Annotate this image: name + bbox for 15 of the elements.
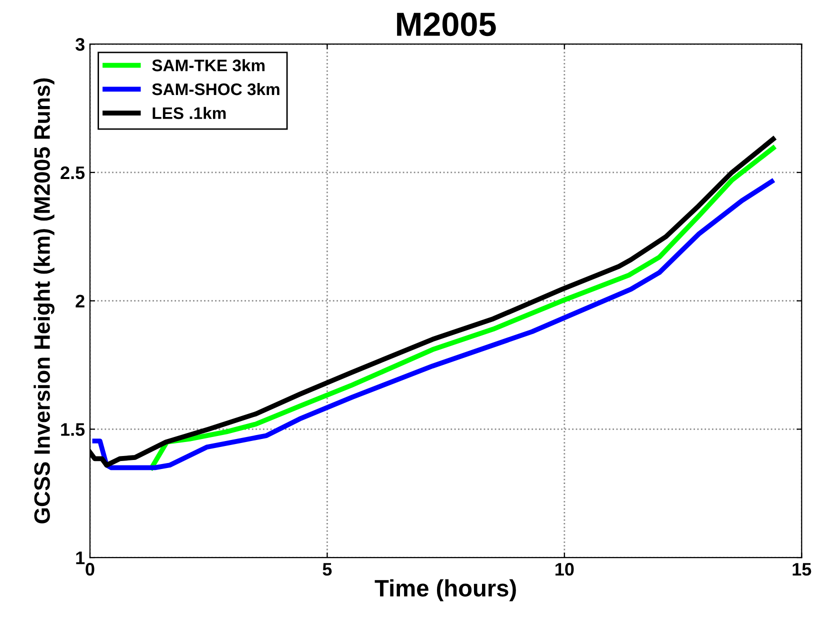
y-tick-label: 1.5 <box>61 423 85 436</box>
x-tick-label: 10 <box>556 562 574 576</box>
chart-title: M2005 <box>397 12 496 36</box>
x-axis-title: Time (hours) <box>374 579 516 602</box>
legend-label: LES .1km <box>152 106 226 120</box>
x-tick-label: 0 <box>86 562 94 576</box>
x-tick-label: 5 <box>322 563 332 576</box>
legend-label: SAM-TKE 3km <box>152 59 265 72</box>
x-tick-label: 15 <box>792 563 812 576</box>
y-tick-label: 1 <box>76 552 85 564</box>
y-tick-label: 2 <box>76 294 84 308</box>
legend-label: SAM-SHOC 3km <box>152 82 280 96</box>
y-tick-label: 3 <box>75 38 84 51</box>
y-tick-label: 2.5 <box>60 166 85 180</box>
y-axis-title: GCSS Inversion Height (km) (M2005 Runs) <box>34 78 54 524</box>
